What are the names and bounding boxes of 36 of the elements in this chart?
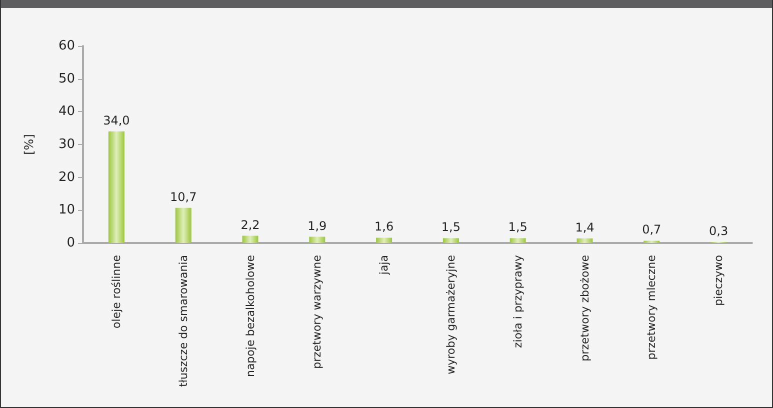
bar: [175, 208, 192, 243]
data-label: 2,2: [240, 218, 260, 232]
y-axis-title: [%]: [22, 134, 36, 155]
x-tick-label: tłuszcze do smarowania: [176, 255, 190, 387]
y-tick-label: 20: [58, 170, 75, 185]
y-tick-label: 60: [58, 38, 75, 54]
x-tick-label: przetwory zbożowe: [578, 254, 592, 362]
bar: [309, 236, 326, 243]
data-label: 1,5: [441, 220, 460, 234]
y-tick-label: 40: [58, 104, 75, 120]
x-tick-label: pieczywo: [712, 254, 726, 306]
data-label: 1,6: [374, 220, 394, 234]
bar: [576, 238, 593, 243]
data-label: 0,3: [709, 224, 728, 238]
x-tick-label: napoje bezalkoholowe: [244, 254, 257, 378]
y-tick-label: 0: [66, 236, 75, 250]
x-tick-label: oleje roślinne: [110, 254, 123, 328]
y-tick-label: 10: [58, 202, 75, 218]
x-tick-label: wyroby garmażeryjne: [444, 254, 458, 374]
data-label: 1,9: [308, 218, 327, 233]
y-tick-label: 30: [58, 137, 75, 152]
y-tick-label: 50: [58, 71, 75, 86]
bar: [242, 236, 258, 243]
data-label: 34,0: [103, 113, 130, 128]
x-tick-label: zioła i przyprawy: [511, 254, 524, 348]
x-tick-label: przetwory warzywne: [310, 254, 324, 369]
x-tick-label: jaja: [378, 255, 391, 276]
data-label: 1,4: [575, 220, 594, 234]
data-label: 10,7: [170, 190, 197, 204]
x-tick-label: przetwory mleczne: [645, 254, 658, 360]
bar: [510, 238, 526, 243]
bar: [376, 238, 392, 243]
bar: [108, 131, 124, 243]
bar: [442, 238, 459, 243]
data-label: 1,5: [508, 220, 528, 234]
data-label: 0,7: [642, 222, 662, 237]
